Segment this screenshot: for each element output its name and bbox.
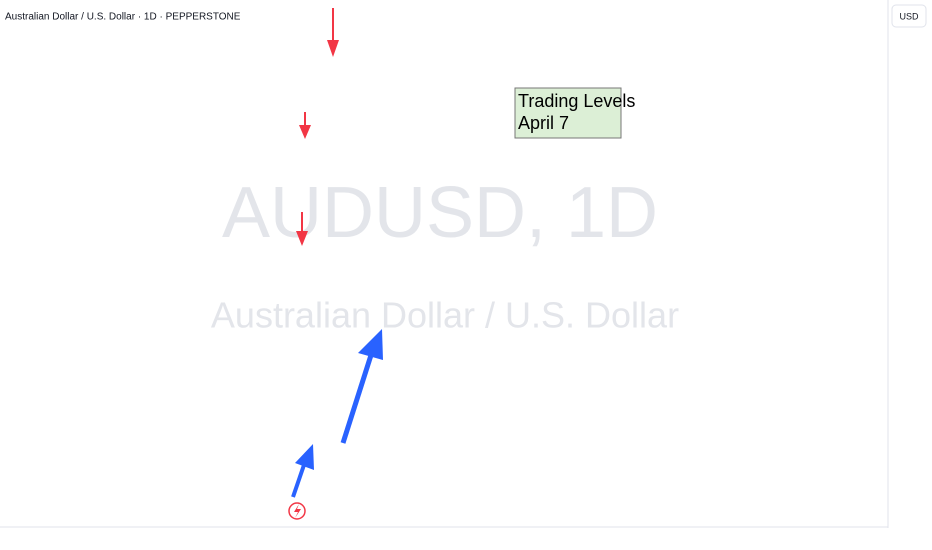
price-axis <box>888 0 932 550</box>
currency-button[interactable] <box>891 4 927 28</box>
watermark: AUDUSD, 1D <box>222 173 658 253</box>
annotation: Trading Levels April 7 <box>514 87 635 139</box>
arrows <box>288 8 383 520</box>
annotation-line: Trading Levels <box>518 91 635 111</box>
chart-title: Australian Dollar / U.S. Dollar · 1D · P… <box>5 12 241 23</box>
annotation-line: April 7 <box>518 113 569 133</box>
currency[interactable]: USD <box>899 11 919 21</box>
watermark-subtitle: Australian Dollar / U.S. Dollar <box>211 295 679 336</box>
